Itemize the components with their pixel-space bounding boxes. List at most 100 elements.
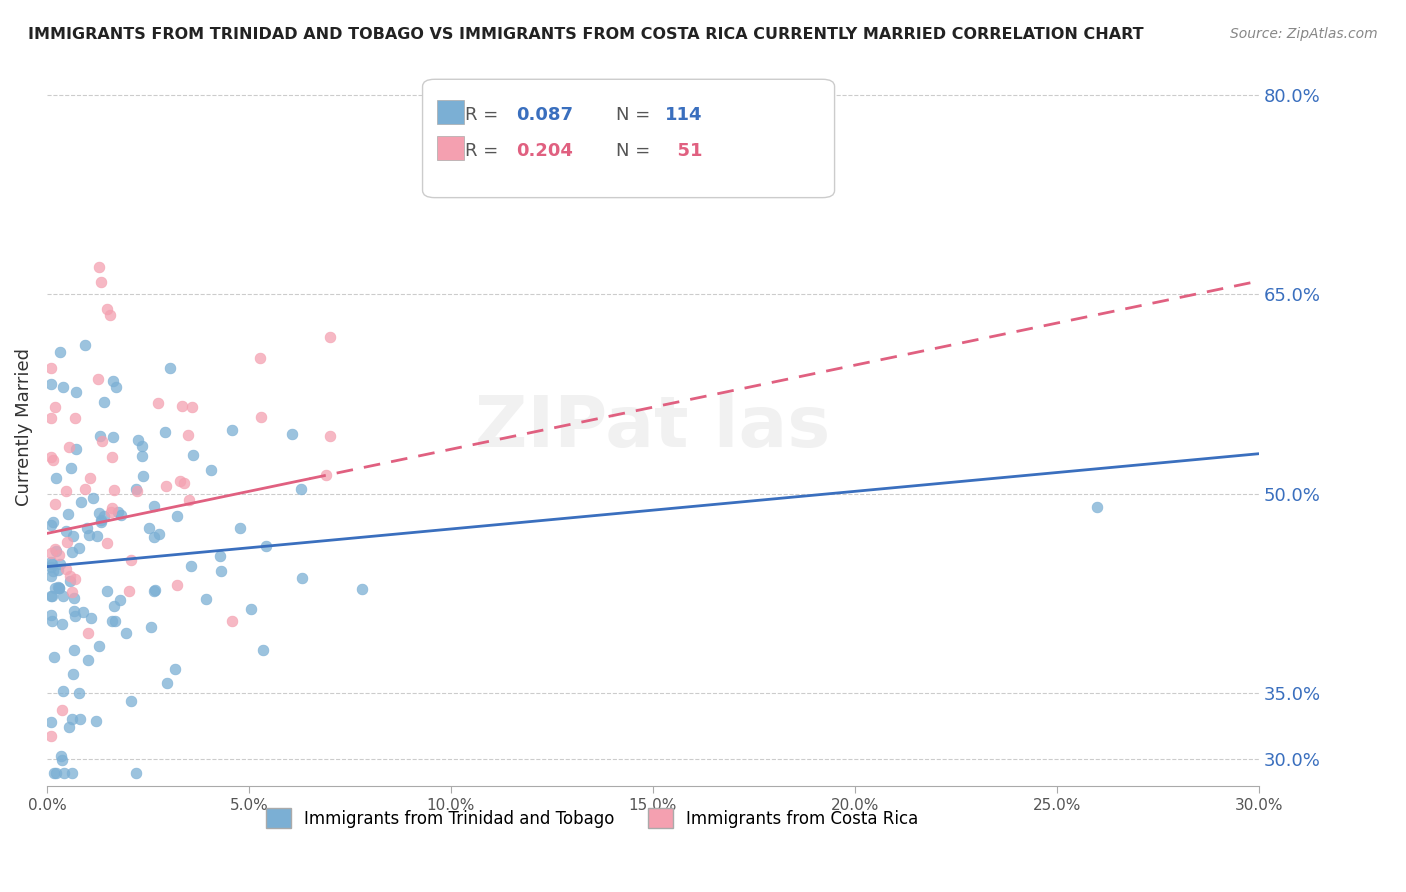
Immigrants from Trinidad and Tobago [125,482,148,496]
Immigrants from Trinidad and Tobago [252,643,274,657]
Immigrants from Trinidad and Tobago [120,693,142,707]
Immigrants from Trinidad and Tobago [103,375,125,389]
Immigrants from Costa Rica [166,578,188,592]
Immigrants from Costa Rica [98,308,121,322]
Immigrants from Trinidad and Tobago [221,423,243,437]
Immigrants from Trinidad and Tobago [290,482,312,496]
Immigrants from Trinidad and Tobago [45,765,67,780]
Immigrants from Costa Rica [173,475,195,490]
Immigrants from Costa Rica [44,496,66,510]
Immigrants from Trinidad and Tobago [181,448,204,462]
Text: 114: 114 [665,106,703,124]
Legend: Immigrants from Trinidad and Tobago, Immigrants from Costa Rica: Immigrants from Trinidad and Tobago, Imm… [259,801,925,835]
Immigrants from Trinidad and Tobago [49,345,72,359]
Immigrants from Trinidad and Tobago [143,500,166,514]
Immigrants from Trinidad and Tobago [159,361,181,376]
Immigrants from Costa Rica [55,483,77,498]
Immigrants from Costa Rica [172,399,194,413]
Immigrants from Trinidad and Tobago [65,384,87,399]
Immigrants from Costa Rica [100,505,122,519]
Bar [437,136,464,160]
Immigrants from Costa Rica [65,411,87,425]
Immigrants from Trinidad and Tobago [63,604,86,618]
Immigrants from Trinidad and Tobago [143,530,166,544]
FancyBboxPatch shape [423,79,835,198]
Immigrants from Trinidad and Tobago [87,639,110,653]
Immigrants from Trinidad and Tobago [239,602,262,616]
Text: N =: N = [616,142,657,160]
Immigrants from Trinidad and Tobago [89,506,111,520]
Immigrants from Trinidad and Tobago [1085,500,1108,514]
Immigrants from Trinidad and Tobago [48,581,70,595]
Bar [437,100,464,124]
Immigrants from Trinidad and Tobago [45,471,67,485]
Immigrants from Costa Rica [63,572,86,586]
Text: R =: R = [465,142,503,160]
Immigrants from Costa Rica [39,729,62,743]
Immigrants from Costa Rica [42,453,65,467]
Immigrants from Costa Rica [315,468,337,483]
Immigrants from Trinidad and Tobago [70,495,93,509]
Immigrants from Trinidad and Tobago [44,582,66,596]
Immigrants from Trinidad and Tobago [90,513,112,527]
Immigrants from Costa Rica [118,583,141,598]
Immigrants from Trinidad and Tobago [165,662,187,676]
Immigrants from Trinidad and Tobago [44,765,66,780]
Immigrants from Trinidad and Tobago [39,518,62,533]
Immigrants from Trinidad and Tobago [39,568,62,582]
Immigrants from Trinidad and Tobago [67,686,90,700]
Immigrants from Trinidad and Tobago [148,527,170,541]
Immigrants from Trinidad and Tobago [76,521,98,535]
Immigrants from Trinidad and Tobago [63,591,86,605]
Immigrants from Trinidad and Tobago [110,508,132,522]
Immigrants from Costa Rica [44,400,66,414]
Immigrants from Trinidad and Tobago [138,521,160,535]
Immigrants from Trinidad and Tobago [200,463,222,477]
Immigrants from Costa Rica [249,351,271,365]
Immigrants from Trinidad and Tobago [229,520,252,534]
Immigrants from Costa Rica [169,474,191,488]
Immigrants from Trinidad and Tobago [209,564,232,578]
Immigrants from Trinidad and Tobago [82,491,104,506]
Immigrants from Trinidad and Tobago [77,527,100,541]
Immigrants from Trinidad and Tobago [42,649,65,664]
Immigrants from Trinidad and Tobago [59,574,82,588]
Immigrants from Costa Rica [96,302,118,317]
Immigrants from Trinidad and Tobago [48,558,70,572]
Immigrants from Costa Rica [103,483,125,497]
Immigrants from Costa Rica [91,434,114,448]
Immigrants from Costa Rica [125,483,148,498]
Immigrants from Trinidad and Tobago [291,571,314,585]
Immigrants from Costa Rica [60,584,83,599]
Immigrants from Trinidad and Tobago [131,468,153,483]
Text: 0.204: 0.204 [516,142,572,160]
Immigrants from Trinidad and Tobago [60,712,83,726]
Immigrants from Trinidad and Tobago [39,377,62,392]
Immigrants from Trinidad and Tobago [96,584,118,599]
Immigrants from Costa Rica [79,470,101,484]
Immigrants from Trinidad and Tobago [110,592,132,607]
Immigrants from Trinidad and Tobago [208,549,231,563]
Immigrants from Trinidad and Tobago [39,607,62,622]
Immigrants from Trinidad and Tobago [86,529,108,543]
Immigrants from Trinidad and Tobago [86,714,108,728]
Immigrants from Trinidad and Tobago [93,508,115,523]
Immigrants from Trinidad and Tobago [41,557,63,571]
Immigrants from Trinidad and Tobago [103,599,125,614]
Immigrants from Trinidad and Tobago [156,676,179,690]
Immigrants from Trinidad and Tobago [51,753,73,767]
Immigrants from Trinidad and Tobago [75,337,97,351]
Immigrants from Trinidad and Tobago [180,559,202,574]
Immigrants from Costa Rica [56,534,79,549]
Immigrants from Costa Rica [155,479,177,493]
Immigrants from Costa Rica [44,542,66,557]
Immigrants from Trinidad and Tobago [45,544,67,558]
Immigrants from Costa Rica [90,275,112,289]
Immigrants from Trinidad and Tobago [104,614,127,628]
Text: Source: ZipAtlas.com: Source: ZipAtlas.com [1230,27,1378,41]
Immigrants from Trinidad and Tobago [52,589,75,603]
Immigrants from Trinidad and Tobago [41,564,63,578]
Immigrants from Trinidad and Tobago [63,643,86,657]
Immigrants from Trinidad and Tobago [139,620,162,634]
Immigrants from Trinidad and Tobago [89,429,111,443]
